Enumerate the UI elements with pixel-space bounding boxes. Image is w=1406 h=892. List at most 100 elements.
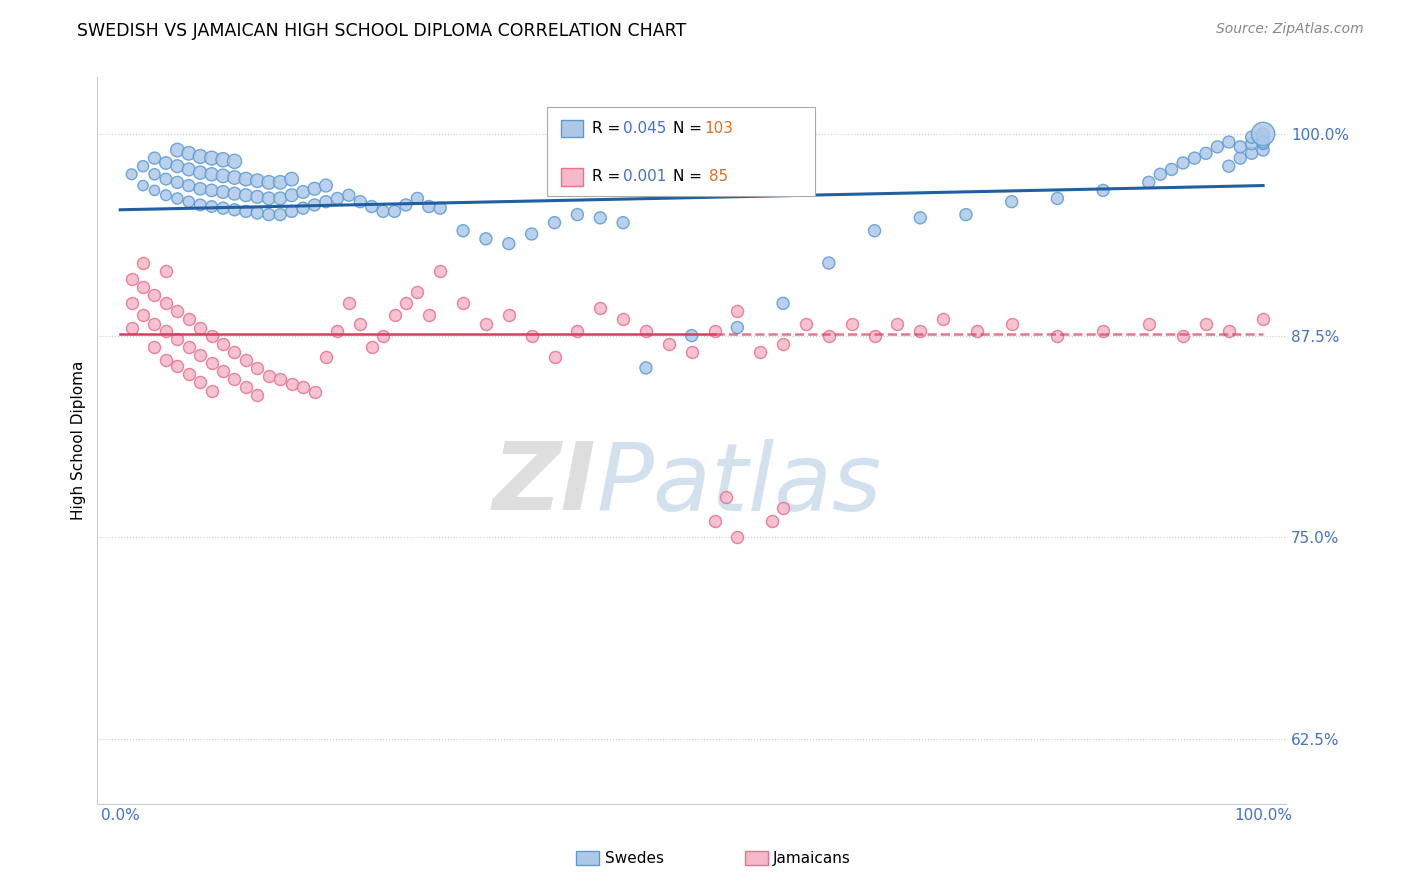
Point (349, 194, 371, 209)
Point (246, 360, 269, 375)
Point (177, 368, 200, 382)
Point (475, 232, 498, 246)
Y-axis label: High School Diploma: High School Diploma (72, 361, 86, 520)
Point (166, 304, 188, 318)
Point (212, 364, 235, 378)
Point (1046, 191, 1069, 205)
Point (143, 151, 166, 165)
Point (201, 200, 224, 214)
Point (1137, 175, 1160, 189)
Point (235, 380, 257, 394)
Point (1240, 130, 1263, 145)
Point (371, 328, 394, 343)
Point (269, 208, 291, 222)
Point (966, 324, 988, 338)
Point (520, 227, 543, 241)
Point (1240, 146, 1263, 161)
Point (612, 312, 634, 326)
Point (371, 204, 394, 219)
Point (257, 175, 280, 189)
Point (1251, 135, 1274, 149)
Point (212, 153, 235, 167)
Point (475, 318, 498, 332)
Point (280, 204, 302, 219)
Point (280, 188, 302, 202)
Point (166, 175, 188, 189)
Point (292, 185, 315, 199)
Point (451, 296, 474, 310)
Point (418, 200, 440, 214)
Point (1251, 130, 1274, 145)
Point (725, 530, 748, 544)
Point (224, 344, 246, 359)
Point (177, 146, 200, 161)
Point (498, 236, 520, 251)
Point (886, 318, 908, 332)
Point (235, 172, 257, 186)
Point (1229, 151, 1251, 165)
Text: Patlas: Patlas (596, 439, 882, 530)
Point (418, 308, 440, 322)
Point (166, 143, 188, 157)
Point (201, 167, 224, 181)
Point (725, 304, 748, 318)
Point (1001, 318, 1024, 332)
Point (201, 328, 224, 343)
Point (932, 312, 955, 326)
Point (121, 296, 143, 310)
Point (269, 191, 291, 205)
Point (315, 350, 337, 364)
Point (1240, 136, 1263, 151)
Point (224, 202, 246, 217)
Point (1195, 318, 1218, 332)
Point (166, 332, 188, 346)
Point (772, 296, 794, 310)
Point (224, 170, 246, 185)
Point (910, 324, 932, 338)
Point (188, 182, 211, 196)
Point (1092, 183, 1115, 197)
Point (749, 344, 772, 359)
Point (269, 175, 291, 189)
Point (188, 376, 211, 390)
Text: 0.001: 0.001 (623, 169, 666, 184)
Point (681, 328, 703, 343)
Point (326, 324, 349, 338)
Point (212, 185, 235, 199)
Point (155, 352, 177, 367)
Point (143, 288, 166, 302)
Point (337, 296, 360, 310)
Point (188, 348, 211, 362)
Point (132, 280, 155, 294)
Point (772, 501, 794, 516)
Point (177, 340, 200, 354)
Point (543, 350, 565, 364)
Point (121, 167, 143, 181)
Point (1251, 127, 1274, 141)
Point (166, 159, 188, 173)
Point (1171, 328, 1194, 343)
Point (910, 211, 932, 225)
Point (337, 188, 360, 202)
Point (725, 320, 748, 334)
Point (224, 186, 246, 201)
Point (703, 324, 725, 338)
Point (634, 360, 657, 375)
Text: 85: 85 (704, 169, 728, 184)
Point (1251, 136, 1274, 151)
Point (212, 336, 235, 351)
Point (384, 308, 406, 322)
Point (315, 178, 337, 193)
Point (761, 514, 783, 528)
Point (384, 204, 406, 219)
Point (155, 324, 177, 338)
Point (155, 188, 177, 202)
Point (498, 308, 520, 322)
Point (772, 336, 794, 351)
Point (188, 320, 211, 334)
Point (681, 344, 703, 359)
Point (121, 272, 143, 286)
Text: R =: R = (592, 169, 626, 184)
Point (155, 264, 177, 278)
Point (567, 324, 589, 338)
